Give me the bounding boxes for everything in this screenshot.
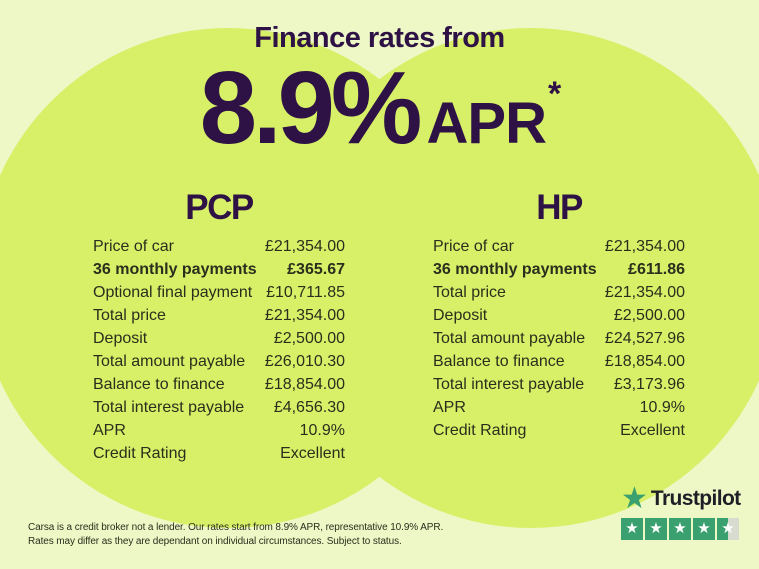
headline-rate: 8.9% APR* (0, 55, 759, 191)
row-value: £18,854.00 (604, 353, 685, 370)
disclaimer-line-2: Rates may differ as they are dependant o… (28, 535, 402, 547)
trustpilot-stars: ★ ★ ★ ★ ★ (621, 518, 741, 540)
row-label: Price of car (433, 238, 514, 255)
rate-value: 8.9% (199, 50, 423, 165)
finance-row: Total price £21,354.00 (433, 281, 685, 304)
row-label: 36 monthly payments (433, 261, 597, 278)
finance-row: 36 monthly payments £365.67 (93, 258, 345, 281)
row-value: £24,527.96 (604, 330, 685, 347)
row-label: Balance to finance (433, 353, 565, 370)
finance-row: Credit Rating Excellent (93, 442, 345, 465)
finance-row: Total interest payable £4,656.30 (93, 396, 345, 419)
finance-row: Total amount payable £26,010.30 (93, 350, 345, 373)
row-value: £21,354.00 (604, 284, 685, 301)
row-value: £365.67 (287, 261, 345, 278)
row-label: Total amount payable (93, 353, 246, 370)
legal-disclaimer: Carsa is a credit broker not a lender. O… (28, 521, 443, 548)
row-value: Excellent (280, 445, 345, 462)
row-value: £2,500.00 (613, 307, 685, 324)
finance-row: 36 monthly payments £611.86 (433, 258, 685, 281)
row-label: Total price (93, 307, 166, 324)
row-label: APR (93, 422, 126, 439)
trustpilot-logo: ★ Trustpilot (621, 482, 741, 515)
row-label: Balance to finance (93, 376, 225, 393)
finance-row: Total price £21,354.00 (93, 304, 345, 327)
row-value: £10,711.85 (266, 284, 345, 301)
row-value: £18,854.00 (264, 376, 345, 393)
row-value: £4,656.30 (273, 399, 345, 416)
row-value: £21,354.00 (264, 307, 345, 324)
row-value: £3,173.96 (613, 376, 685, 393)
row-value: £26,010.30 (264, 353, 345, 370)
trustpilot-star-icon: ★ (621, 482, 648, 515)
finance-row: Total interest payable £3,173.96 (433, 373, 685, 396)
row-label: APR (433, 399, 466, 416)
trustpilot-star: ★ (693, 518, 715, 540)
trustpilot-widget[interactable]: ★ Trustpilot ★ ★ ★ ★ ★ (621, 482, 741, 540)
pcp-heading: PCP (185, 188, 254, 227)
row-label: Credit Rating (433, 422, 527, 439)
row-label: Total amount payable (433, 330, 586, 347)
finance-row: APR 10.9% (93, 419, 345, 442)
row-label: Price of car (93, 238, 174, 255)
finance-row: Credit Rating Excellent (433, 419, 685, 442)
rate-asterisk: * (548, 75, 562, 113)
page-title: Finance rates from (254, 22, 505, 54)
row-label: Credit Rating (93, 445, 187, 462)
row-value: Excellent (620, 422, 685, 439)
trustpilot-brand-name: Trustpilot (650, 487, 741, 510)
hp-heading: HP (536, 188, 583, 227)
finance-row: Price of car £21,354.00 (93, 235, 345, 258)
row-label: Total interest payable (433, 376, 585, 393)
row-label: Total interest payable (93, 399, 245, 416)
trustpilot-star: ★ (621, 518, 643, 540)
finance-row: Optional final payment £10,711.85 (93, 281, 345, 304)
hp-rows: Price of car £21,354.00 36 monthly payment… (433, 235, 685, 442)
row-value: £21,354.00 (264, 238, 345, 255)
finance-row: APR 10.9% (433, 396, 685, 419)
finance-row: Deposit £2,500.00 (433, 304, 685, 327)
row-label: Deposit (433, 307, 488, 324)
trustpilot-star: ★ (645, 518, 667, 540)
disclaimer-line-1: Carsa is a credit broker not a lender. O… (28, 522, 444, 533)
row-label: Deposit (93, 330, 148, 347)
pcp-column: PCP Price of car £21,354.00 36 monthly pay… (93, 188, 345, 465)
row-value: £21,354.00 (604, 238, 685, 255)
pcp-rows: Price of car £21,354.00 36 monthly payment… (93, 235, 345, 465)
finance-row: Total amount payable £24,527.96 (433, 327, 685, 350)
rate-suffix: APR (426, 91, 547, 156)
finance-row: Balance to finance £18,854.00 (433, 350, 685, 373)
row-label: Optional final payment (93, 284, 253, 301)
trustpilot-star: ★ (717, 518, 739, 540)
finance-row: Balance to finance £18,854.00 (93, 373, 345, 396)
row-value: 10.9% (639, 399, 685, 416)
trustpilot-star: ★ (669, 518, 691, 540)
background-circle-right (281, 28, 759, 528)
hp-column: HP Price of car £21,354.00 36 monthly paym… (433, 188, 685, 442)
finance-row: Price of car £21,354.00 (433, 235, 685, 258)
row-value: £611.86 (628, 261, 685, 278)
finance-row: Deposit £2,500.00 (93, 327, 345, 350)
row-label: 36 monthly payments (93, 261, 257, 278)
row-value: £2,500.00 (273, 330, 345, 347)
row-label: Total price (433, 284, 506, 301)
row-value: 10.9% (299, 422, 345, 439)
